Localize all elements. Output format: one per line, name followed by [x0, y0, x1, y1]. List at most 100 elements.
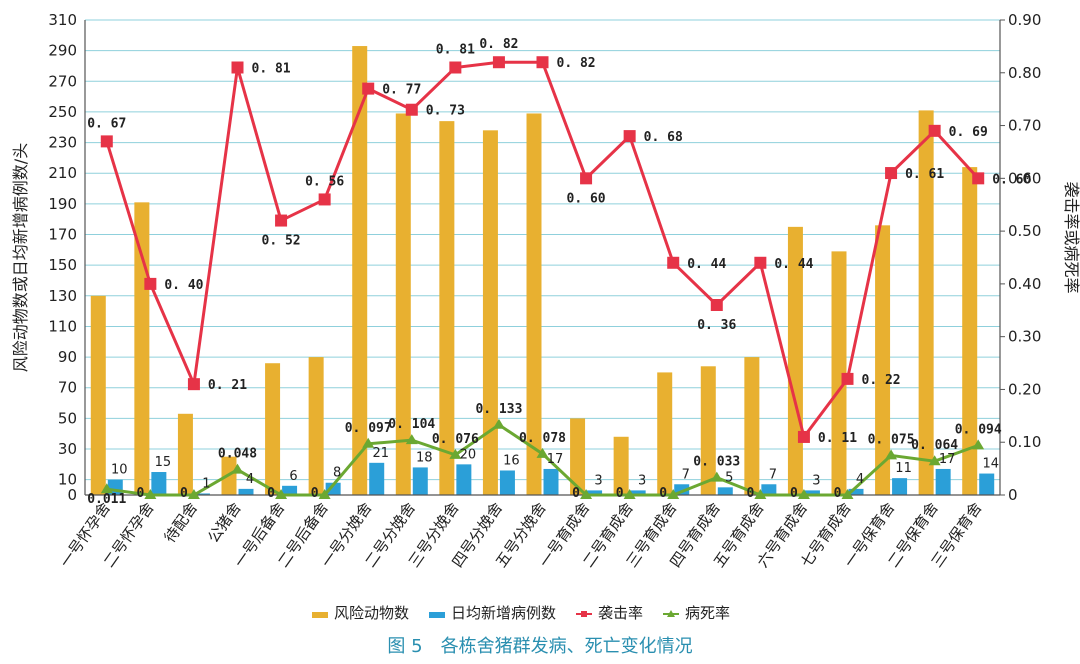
daily-new-cases-label: 7	[682, 467, 690, 482]
attack-rate-marker	[928, 124, 941, 137]
bar-daily-new-cases	[761, 484, 777, 495]
y-left-axis-title: 风险动物数或日均新增病例数/头	[11, 143, 30, 372]
y-left-tick-label: 30	[58, 440, 77, 458]
daily-new-cases-label: 4	[856, 472, 864, 487]
daily-new-cases-label: 14	[982, 457, 999, 472]
mortality-marker	[318, 489, 331, 499]
bar-risk-animals	[657, 372, 673, 495]
daily-new-cases-label: 3	[594, 473, 602, 488]
attack-rate-marker	[144, 277, 157, 290]
y-right-tick-label: 0.50	[1008, 222, 1041, 240]
mortality-label: 0	[834, 486, 842, 501]
y-left-tick-label: 130	[48, 287, 77, 305]
legend-label: 日均新增病例数	[451, 604, 556, 622]
bar-daily-new-cases	[630, 490, 646, 495]
y-right-tick-label: 0	[1008, 486, 1018, 504]
attack-rate-label: 0. 40	[164, 278, 203, 293]
mortality-marker	[928, 455, 941, 466]
bar-daily-new-cases	[151, 472, 167, 495]
mortality-label: 0. 094	[955, 422, 1002, 437]
legend-marker	[581, 611, 587, 617]
legend-swatch	[429, 612, 445, 618]
mortality-label: 0.048	[218, 447, 257, 462]
mortality-label: 0. 064	[911, 438, 958, 453]
mortality-marker	[100, 483, 113, 494]
legend-marker	[667, 610, 675, 617]
y-left-tick-label: 90	[58, 348, 77, 366]
mortality-label: 0. 133	[475, 402, 522, 417]
mortality-marker	[797, 489, 810, 499]
legend-label: 袭击率	[598, 604, 643, 622]
y-right-tick-label: 0.30	[1008, 328, 1041, 346]
mortality-marker	[580, 489, 593, 499]
mortality-label: 0. 075	[868, 432, 915, 447]
bar-risk-animals	[526, 113, 542, 495]
x-tick-label: 公猪舍	[204, 499, 245, 546]
mortality-label: 0	[746, 486, 754, 501]
attack-rate-label: 0. 44	[687, 257, 726, 272]
attack-rate-marker	[100, 135, 113, 148]
attack-rate-label: 0. 69	[949, 125, 988, 140]
legend-swatch	[312, 612, 328, 618]
daily-new-cases-label: 10	[111, 463, 128, 478]
bar-daily-new-cases	[717, 487, 733, 495]
y-left-tick-label: 70	[58, 379, 77, 397]
bar-daily-new-cases	[238, 488, 254, 495]
bars	[90, 46, 995, 496]
mortality-marker	[275, 489, 288, 499]
attack-rate-marker	[841, 372, 854, 385]
bar-risk-animals	[439, 121, 455, 496]
mortality-marker	[231, 463, 244, 474]
attack-rate-label: 0. 61	[905, 167, 944, 182]
mortality-label: 0. 104	[388, 417, 435, 432]
attack-rate-marker	[187, 378, 200, 391]
y-right-tick-label: 0.20	[1008, 380, 1041, 398]
attack-rate-marker	[275, 214, 288, 227]
bar-daily-new-cases	[499, 470, 515, 495]
attack-rate-label: 0. 52	[262, 234, 301, 249]
bar-daily-new-cases	[935, 468, 951, 495]
mortality-marker	[667, 489, 680, 499]
daily-new-cases-label: 21	[372, 446, 389, 461]
bar-risk-animals	[265, 363, 281, 495]
attack-rate-label: 0. 11	[818, 431, 857, 446]
attack-rate-label: 0. 68	[644, 130, 683, 145]
bar-risk-animals	[744, 357, 760, 495]
attack-rate-marker	[754, 256, 767, 269]
y-right-tick-label: 0.80	[1008, 64, 1041, 82]
mortality-label: 0	[267, 486, 275, 501]
attack-rate-label: 0. 73	[426, 104, 465, 119]
bar-risk-animals	[482, 130, 498, 496]
bar-risk-animals	[875, 225, 891, 496]
daily-new-cases-label: 7	[769, 467, 777, 482]
attack-rate-marker	[362, 82, 375, 95]
bar-daily-new-cases	[282, 485, 298, 495]
mortality-marker	[144, 489, 157, 499]
mortality-marker	[972, 439, 985, 450]
mortality-marker	[405, 434, 418, 445]
y-left-tick-label: 210	[48, 164, 77, 182]
mortality-label: 0.011	[87, 492, 126, 507]
attack-rate-marker	[492, 56, 505, 69]
bar-daily-new-cases	[369, 462, 385, 495]
mortality-marker	[536, 447, 549, 458]
attack-rate-marker	[405, 103, 418, 116]
y-left-tick-label: 0	[67, 486, 77, 504]
attack-rate-label: 0. 60	[567, 191, 606, 206]
bar-risk-animals	[352, 46, 368, 495]
mortality-marker	[362, 437, 375, 448]
y-right-axis-title: 袭击率或病死率	[1062, 181, 1080, 293]
bar-daily-new-cases	[674, 484, 690, 495]
daily-new-cases-label: 17	[939, 452, 956, 467]
daily-new-cases-label: 6	[289, 469, 297, 484]
daily-new-cases-label: 5	[725, 470, 733, 485]
daily-new-cases-label: 3	[812, 473, 820, 488]
y-left-tick-label: 310	[48, 11, 77, 29]
attack-rate-marker	[797, 430, 810, 443]
bar-risk-animals	[570, 418, 586, 495]
y-left-tick-label: 270	[48, 72, 77, 90]
bar-daily-new-cases	[848, 488, 864, 495]
attack-rate-label: 0. 56	[305, 174, 344, 189]
attack-rate-marker	[580, 172, 593, 185]
